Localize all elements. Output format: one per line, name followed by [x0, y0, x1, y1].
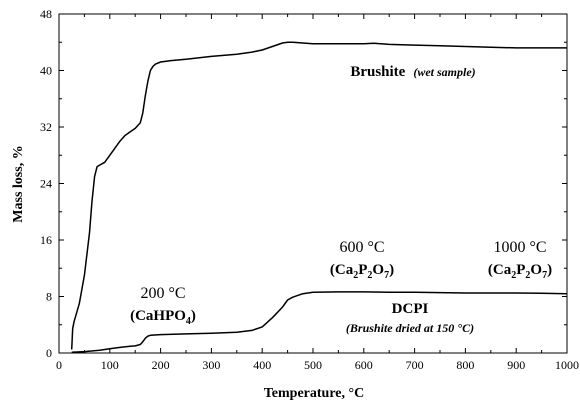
- y-tick-label: 16: [40, 233, 52, 247]
- dcpi-series-line: [71, 291, 568, 354]
- x-axis-title: Temperature, °C: [264, 386, 364, 401]
- dcpi-label: DCPI: [392, 301, 429, 317]
- x-tick-label: 200: [152, 358, 170, 372]
- dcpi-sublabel: (Brushite dried at 150 °C): [346, 321, 474, 335]
- y-tick-label: 40: [40, 64, 52, 78]
- annotation-200c: 200 °C: [140, 285, 185, 302]
- brushite-sublabel: (wet sample): [413, 65, 475, 79]
- x-tick-label: 1000: [555, 358, 579, 372]
- x-tick-label: 700: [406, 358, 424, 372]
- y-tick-label: 8: [46, 290, 52, 304]
- brushite-label: Brushite: [350, 64, 405, 80]
- x-tick-label: 600: [355, 358, 373, 372]
- y-tick-label: 32: [40, 120, 52, 134]
- brushite-series-line: [70, 41, 567, 350]
- y-tick-label: 0: [46, 346, 52, 360]
- annotation-600c: 600 °C: [339, 239, 384, 256]
- plot-frame: [58, 13, 568, 354]
- y-tick-label: 48: [40, 7, 52, 21]
- annotation-pyrophosphate-1000: (Ca2P2O7): [488, 262, 552, 281]
- annotation-1000c: 1000 °C: [493, 239, 546, 256]
- x-tick-label: 400: [253, 358, 271, 372]
- annotation-cahpo4: (CaHPO4): [130, 308, 196, 327]
- x-tick-label: 300: [202, 358, 220, 372]
- annotation-pyrophosphate-600: (Ca2P2O7): [330, 262, 394, 281]
- x-tick-label: 500: [304, 358, 322, 372]
- brushite-annotation: Brushite (wet sample): [350, 63, 475, 80]
- x-tick-label: 900: [507, 358, 525, 372]
- y-axis-title: Mass loss, %: [11, 145, 26, 222]
- x-tick-label: 100: [101, 358, 119, 372]
- x-tick-label: 800: [456, 358, 474, 372]
- x-tick-label: 0: [56, 358, 62, 372]
- y-tick-label: 24: [40, 177, 52, 191]
